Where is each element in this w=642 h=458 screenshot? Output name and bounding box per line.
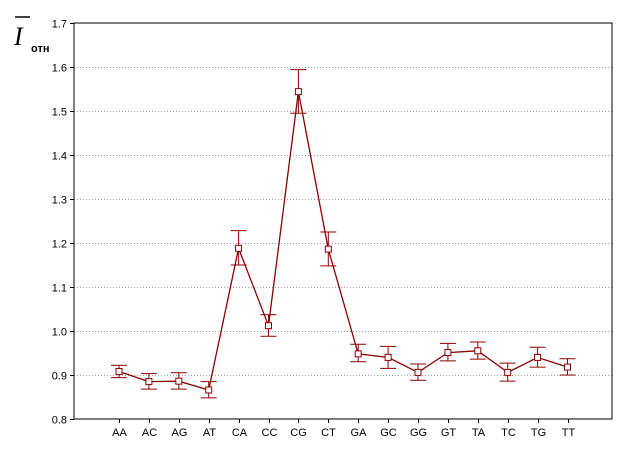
data-point-CC bbox=[265, 322, 272, 330]
x-tick-label: AT bbox=[203, 427, 217, 439]
x-tick-label: GC bbox=[380, 427, 397, 439]
x-tick-label: CC bbox=[262, 427, 278, 439]
data-point-TT bbox=[564, 363, 571, 371]
data-point-GG bbox=[414, 368, 422, 376]
y-tick-label: 1.6 bbox=[52, 63, 67, 75]
x-tick-label: GA bbox=[351, 427, 368, 439]
data-point-CT bbox=[324, 245, 332, 253]
plot-frame bbox=[73, 22, 613, 420]
y-tick-label: 1.3 bbox=[52, 195, 67, 207]
x-tick-label: AC bbox=[142, 427, 157, 439]
data-point-TA bbox=[474, 347, 482, 355]
x-tick-label: TC bbox=[501, 427, 516, 439]
gridlines bbox=[74, 67, 612, 376]
data-point-GA bbox=[354, 350, 362, 358]
data-point-TC bbox=[504, 368, 512, 376]
y-axis-title-subscript: отн bbox=[31, 43, 49, 55]
data-point-AA bbox=[115, 367, 123, 375]
y-tick-label: 1.5 bbox=[52, 107, 67, 119]
y-axis-title: I отн bbox=[13, 16, 49, 55]
x-axis: AA AC AG AT CA CC CG CT GA GC GG GT TA TC TG TT bbox=[112, 419, 575, 439]
data-point-AG bbox=[175, 377, 183, 385]
y-tick-label: 1.0 bbox=[52, 327, 67, 339]
data-point-CA bbox=[235, 244, 243, 252]
x-tick-label: CA bbox=[232, 427, 248, 439]
y-tick-label: 1.7 bbox=[52, 19, 67, 31]
y-axis: 0.8 0.9 1.0 1.1 1.2 1.3 1.4 1.5 1.6 1.7 bbox=[52, 19, 74, 427]
y-tick-label: 1.2 bbox=[52, 239, 67, 251]
y-tick-label: 0.8 bbox=[52, 415, 67, 427]
series-polyline bbox=[118, 91, 568, 391]
x-tick-label: TG bbox=[531, 427, 546, 439]
x-tick-label: CG bbox=[290, 427, 307, 439]
x-tick-label: GT bbox=[441, 427, 457, 439]
data-point-GT bbox=[444, 349, 452, 357]
data-point-GC bbox=[384, 353, 392, 361]
data-point-TG bbox=[534, 353, 542, 361]
y-tick-label: 0.9 bbox=[52, 371, 67, 383]
x-tick-label: CT bbox=[321, 427, 336, 439]
series-line bbox=[111, 69, 576, 399]
y-tick-label: 1.1 bbox=[52, 283, 67, 295]
x-tick-label: TT bbox=[562, 427, 576, 439]
x-tick-label: AG bbox=[172, 427, 188, 439]
x-tick-label: TA bbox=[472, 427, 486, 439]
data-point-CG bbox=[294, 88, 302, 96]
data-point-AT bbox=[205, 386, 213, 394]
x-tick-label: AA bbox=[112, 427, 127, 439]
y-axis-title-main: I bbox=[13, 22, 24, 51]
y-tick-label: 1.4 bbox=[52, 151, 67, 163]
x-tick-label: GG bbox=[410, 427, 427, 439]
data-point-AC bbox=[145, 378, 153, 386]
